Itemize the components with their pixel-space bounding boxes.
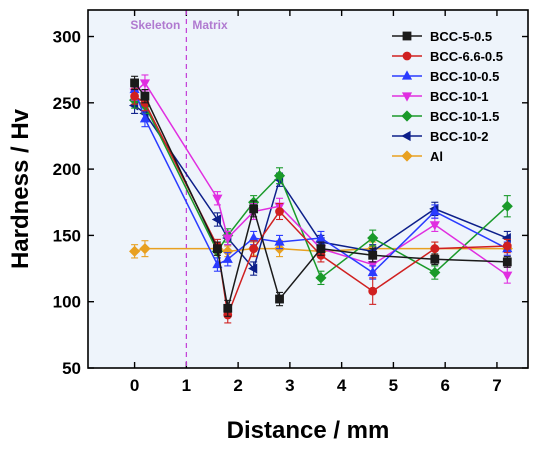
legend-label: BCC-10-1 (430, 89, 489, 104)
series-line (134, 99, 508, 280)
data-point (129, 245, 141, 257)
legend: BCC-5-0.5 BCC-6.6-0.5 BCC-10-0.5 BCC-10-1 BC… (392, 29, 503, 164)
data-point (275, 207, 284, 216)
legend-label: BCC-5-0.5 (430, 29, 492, 44)
x-tick-label: 2 (233, 376, 242, 395)
legend-label: BCC-10-1.5 (430, 109, 499, 124)
x-tick-label: 4 (337, 376, 347, 395)
data-point (368, 250, 378, 260)
legend-item: BCC-6.6-0.5 (392, 49, 503, 64)
data-point (367, 232, 379, 244)
data-point (222, 234, 233, 244)
data-point (273, 170, 286, 182)
legend-item: BCC-10-1.5 (392, 109, 499, 124)
y-tick-label: 300 (53, 28, 81, 47)
data-point (502, 241, 512, 251)
matrix-region-label: Matrix (192, 18, 228, 32)
data-point (249, 244, 259, 254)
data-point (367, 266, 378, 277)
data-point (211, 214, 222, 225)
x-tick-label: 6 (440, 376, 449, 395)
series-bcc-5-0-5 (130, 75, 512, 317)
data-point (222, 253, 233, 263)
series-line (134, 247, 508, 253)
data-point (130, 78, 139, 88)
series-line (134, 95, 508, 318)
legend-label: BCC-10-0.5 (430, 69, 499, 84)
data-point (502, 271, 513, 281)
series-line (133, 89, 508, 274)
data-point (212, 194, 223, 204)
legend-item: BCC-5-0.5 (392, 29, 492, 44)
data-point (139, 243, 151, 255)
data-point (501, 200, 513, 212)
legend-marker (401, 150, 413, 162)
data-point (430, 244, 440, 254)
x-axis-title: Distance / mm (227, 417, 390, 444)
data-point (275, 294, 284, 304)
x-tick-label: 1 (182, 376, 191, 395)
data-point (429, 221, 440, 231)
y-tick-label: 50 (62, 359, 81, 378)
x-tick-label: 7 (492, 376, 501, 395)
data-point (429, 266, 441, 279)
data-point (139, 79, 151, 89)
y-tick-label: 250 (53, 94, 81, 113)
legend-item: Al (392, 149, 443, 164)
data-point (430, 254, 440, 264)
plot-frame (87, 9, 529, 369)
data-point (140, 91, 150, 101)
data-point (130, 91, 139, 101)
series-line (134, 81, 508, 276)
legend-item: BCC-10-0.5 (392, 69, 499, 84)
skeleton-region-label: Skeleton (130, 18, 180, 32)
legend-marker (401, 92, 413, 102)
y-axis-title: Hardness / Hv (7, 108, 34, 269)
series-line (133, 82, 508, 309)
legend-label: BCC-6.6-0.5 (430, 49, 503, 64)
data-point (315, 272, 327, 284)
legend-marker (402, 51, 412, 61)
legend-marker (402, 31, 412, 41)
y-tick-label: 150 (53, 226, 81, 245)
data-point (316, 244, 326, 254)
plot-area: Skeleton Matrix (128, 10, 513, 368)
data-point (223, 303, 233, 313)
data-point (502, 257, 512, 267)
data-point (368, 286, 378, 296)
legend-marker (401, 110, 413, 122)
legend-label: BCC-10-2 (430, 129, 489, 144)
data-point (248, 263, 258, 274)
legend-label: Al (430, 149, 443, 164)
x-tick-label: 3 (285, 376, 294, 395)
data-point (429, 205, 440, 216)
axes: 50 100 150 200 250 300 0 1 2 3 4 5 6 7 (53, 10, 528, 395)
legend-item: BCC-10-2 (392, 129, 489, 144)
data-point (139, 113, 151, 123)
data-point (315, 232, 327, 242)
legend-marker (401, 130, 411, 142)
data-point (213, 244, 222, 254)
data-point (274, 236, 285, 246)
legend-marker (401, 70, 413, 80)
y-tick-label: 200 (53, 160, 81, 179)
x-tick-label: 5 (389, 376, 398, 395)
plot-background (88, 10, 528, 368)
y-tick-label: 100 (53, 293, 81, 312)
legend-item: BCC-10-1 (392, 89, 489, 104)
series-bcc-10-1-5 (129, 91, 513, 286)
x-tick-label: 0 (130, 376, 139, 395)
data-point (501, 232, 511, 244)
data-point (249, 204, 259, 214)
series-line (134, 104, 508, 271)
